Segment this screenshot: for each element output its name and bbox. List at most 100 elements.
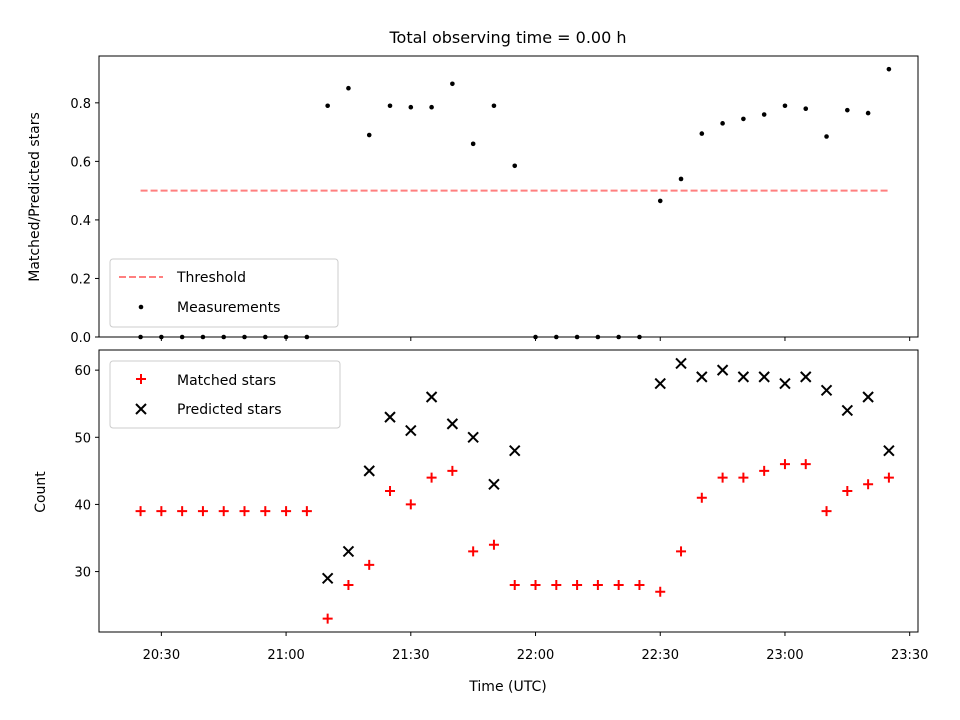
bottom-y-axis-label: Count [33, 471, 49, 513]
predicted-stars-point [883, 445, 895, 457]
matched-stars-point [468, 546, 479, 557]
top-panel: Matched/Predicted stars 0.00.20.40.60.8 … [27, 55, 919, 346]
matched-stars-point [842, 486, 853, 496]
x-tick-label: 21:30 [392, 648, 429, 663]
predicted-stars-point [384, 411, 396, 423]
matched-stars-point [800, 459, 811, 470]
predicted-stars-point [405, 424, 417, 437]
matched-stars-point [634, 580, 645, 590]
matched-stars-point [177, 506, 188, 517]
top-y-axis-label: Matched/Predicted stars [27, 112, 43, 282]
matched-stars-point [405, 499, 416, 510]
measurements-point [657, 198, 663, 204]
top-y-tick-label: 0.2 [70, 272, 91, 287]
measurements-point [387, 103, 393, 109]
predicted-stars-point [488, 478, 500, 490]
measurements-point [450, 81, 455, 87]
predicted-stars-point [716, 364, 729, 376]
matched-stars-point [156, 506, 167, 517]
matched-stars-point [551, 580, 562, 590]
matched-stars-point [863, 479, 874, 490]
predicted-stars-point [800, 371, 812, 383]
measurements-point [429, 104, 434, 110]
matched-stars-point [364, 559, 375, 570]
matched-stars-point [509, 580, 520, 590]
matched-stars-point [322, 613, 333, 624]
matched-stars-point [717, 472, 728, 483]
measurements-point [408, 104, 414, 110]
measurements-point [325, 103, 330, 109]
matched-stars-point [343, 580, 354, 590]
predicted-stars-point [321, 572, 334, 584]
measurements-point [491, 103, 497, 109]
predicted-stars-point [509, 445, 521, 457]
measurements-point [865, 110, 871, 116]
predicted-stars-point [654, 377, 666, 390]
matched-stars-point [738, 472, 749, 483]
matched-stars-point [301, 506, 312, 517]
top-y-tick-label: 0.6 [70, 155, 91, 170]
measurements-point [886, 66, 892, 72]
measurements-point [761, 112, 767, 117]
measurements-point [824, 134, 829, 139]
bottom-y-tick-label: 60 [74, 364, 91, 379]
top-legend: Threshold Measurements [109, 258, 339, 328]
bottom-y-ticks: 30 40 50 60 [74, 364, 99, 581]
matched-stars-point [696, 492, 707, 503]
top-y-tick-label: 0.0 [70, 331, 91, 346]
threshold-legend-label: Threshold [176, 270, 246, 286]
bottom-y-tick-label: 30 [74, 566, 91, 581]
matched-stars-point [592, 580, 603, 590]
matched-stars-point [260, 506, 271, 517]
matched-stars-point [239, 506, 250, 517]
predicted-stars-point [737, 371, 750, 383]
bottom-legend: Matched stars Predicted stars [109, 360, 341, 429]
matched-stars-point [572, 580, 583, 590]
bottom-y-tick-label: 40 [74, 498, 91, 513]
bottom-panel: Count 30 40 50 60 20:30 21:00 21:30 22:00 22:30… [33, 349, 928, 663]
predicted-stars-point [820, 384, 833, 396]
bottom-plot-marks [135, 357, 895, 624]
predicted-stars-point [467, 431, 479, 443]
matched-stars-point [426, 472, 437, 483]
measurements-legend-label: Measurements [177, 300, 280, 316]
x-tick-label: 20:30 [143, 648, 180, 663]
matched-stars-point [613, 580, 624, 590]
matched-stars-point [385, 486, 396, 496]
predicted-stars-point [675, 357, 687, 370]
x-tick-label: 23:00 [766, 648, 803, 663]
matched-stars-point [883, 472, 894, 483]
matched-stars-point [530, 580, 541, 590]
matched-legend-marker [136, 374, 146, 384]
measurements-point [346, 85, 351, 91]
top-y-tick-label: 0.8 [70, 97, 91, 112]
top-y-ticks: 0.0 0.2 0.4 0.6 0.8 [70, 97, 99, 346]
predicted-stars-point [779, 377, 791, 390]
matched-stars-point [135, 506, 146, 517]
predicted-stars-point [841, 404, 854, 417]
top-plot-marks [138, 66, 892, 340]
measurements-point [782, 103, 788, 109]
matched-stars-point [488, 539, 499, 550]
measurements-point [720, 121, 725, 126]
matched-stars-point [197, 506, 208, 517]
matched-stars-point [447, 465, 458, 476]
predicted-stars-point [758, 371, 770, 383]
chart-title: Total observing time = 0.00 h [388, 28, 626, 47]
predicted-stars-point [363, 465, 375, 477]
top-legend-box [109, 258, 339, 328]
bottom-legend-box [109, 360, 341, 429]
matched-stars-point [676, 546, 687, 557]
predicted-stars-point [696, 371, 708, 383]
matched-stars-point [821, 506, 832, 517]
predicted-stars-point [446, 418, 459, 430]
measurements-point [803, 106, 809, 111]
matched-stars-point [779, 459, 790, 470]
predicted-stars-point [342, 545, 355, 558]
x-tick-label: 22:00 [517, 648, 554, 663]
predicted-stars-point [425, 391, 438, 403]
x-tick-label: 21:00 [267, 648, 304, 663]
bottom-plot-frame [98, 349, 919, 633]
bottom-y-tick-label: 50 [74, 431, 91, 446]
